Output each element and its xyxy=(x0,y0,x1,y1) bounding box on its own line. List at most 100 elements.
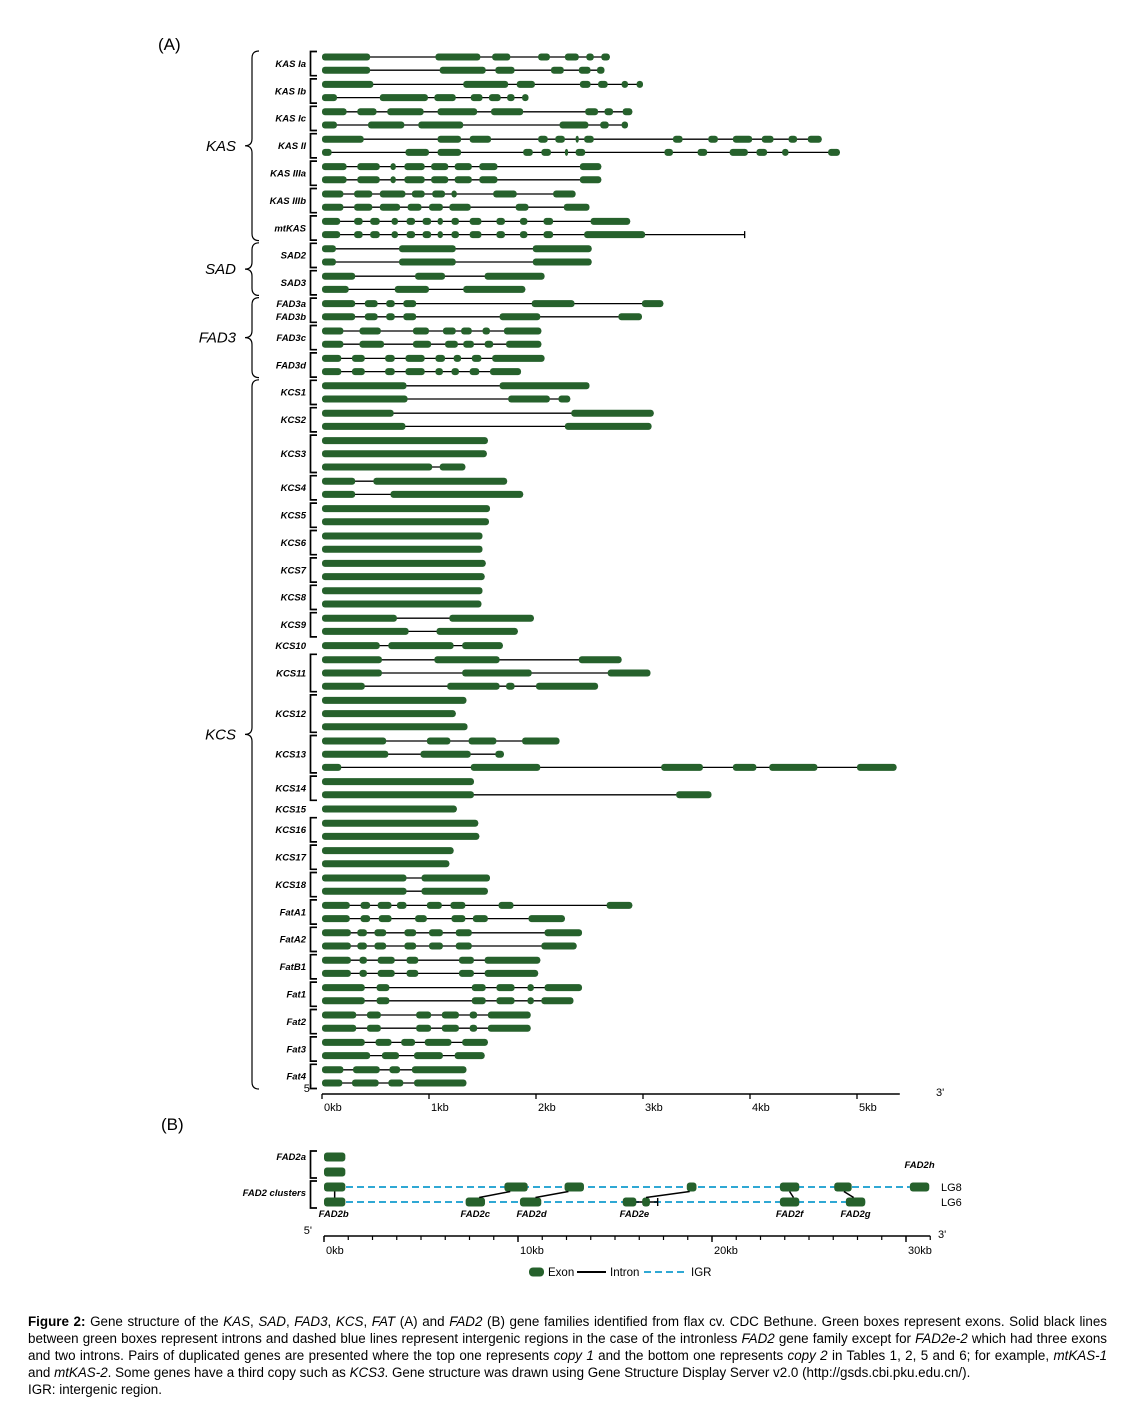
caption-segment: FAD2e-2 xyxy=(915,1331,968,1347)
caption-segment: , xyxy=(285,1314,295,1329)
gene-bracket xyxy=(309,269,317,296)
exon-box xyxy=(387,108,424,116)
family-brace xyxy=(244,297,260,379)
gene-bracket xyxy=(309,816,317,843)
gene-bracket xyxy=(309,926,317,953)
exon-box xyxy=(469,231,482,239)
gene-bracket xyxy=(309,953,317,980)
gene-structure-figure: (A) KAS KAS Ia KAS Ib KAS Ic KAS II KAS IIIa KA… xyxy=(158,35,962,1279)
exon-box xyxy=(471,997,486,1005)
exon-box xyxy=(322,53,371,61)
exon-box xyxy=(322,1038,365,1046)
caption-segment: Gene structure of the xyxy=(85,1314,224,1329)
exon-box xyxy=(376,997,390,1005)
exon-box xyxy=(564,148,569,156)
exon-box xyxy=(386,313,395,321)
exon-box xyxy=(406,969,419,977)
exon-box xyxy=(708,135,718,143)
exon-box xyxy=(399,245,456,253)
exon-box xyxy=(543,231,554,239)
caption-segment: , xyxy=(327,1314,336,1329)
exon-box xyxy=(575,135,579,143)
duplication-connector xyxy=(479,1190,511,1199)
exon-box xyxy=(596,66,605,74)
exon-box xyxy=(435,53,481,61)
gene-bracket xyxy=(309,653,317,693)
gene-bracket xyxy=(309,611,317,638)
exon-box xyxy=(458,956,474,964)
exon-box xyxy=(491,108,524,116)
exon-box xyxy=(579,176,602,184)
exon-box xyxy=(322,669,382,677)
exon-box xyxy=(641,300,664,308)
exon-box xyxy=(488,94,501,102)
legend-igr-label: IGR xyxy=(691,1267,711,1279)
exon-box xyxy=(636,80,643,88)
exon-box xyxy=(506,340,542,348)
exon-box xyxy=(322,750,389,758)
exon-box xyxy=(492,354,545,362)
gene-bracket xyxy=(309,899,317,925)
exon-box xyxy=(493,190,517,198)
exon-box xyxy=(564,53,579,61)
exon-box xyxy=(391,217,398,225)
exon-box xyxy=(544,984,583,992)
exon-box xyxy=(322,94,337,102)
exon-box xyxy=(676,791,712,799)
exon-box xyxy=(788,135,798,143)
gene-label: SAD2 xyxy=(281,251,307,262)
exon-box xyxy=(601,53,610,61)
fad2-exon-box xyxy=(564,1182,584,1192)
exon-box xyxy=(351,1079,379,1087)
caption-segment: , xyxy=(363,1314,372,1329)
exon-box xyxy=(389,1066,401,1074)
exon-box xyxy=(404,929,417,937)
exon-box xyxy=(375,1038,392,1046)
exon-box xyxy=(426,737,451,745)
exon-box xyxy=(322,1052,371,1060)
gene-label: Fat3 xyxy=(286,1044,306,1055)
exon-box xyxy=(463,340,474,348)
family-brace xyxy=(244,242,260,296)
family-brace xyxy=(244,379,260,1090)
exon-box xyxy=(322,395,408,403)
exon-box xyxy=(451,190,457,198)
axis-b-tick-label: 30kb xyxy=(908,1245,932,1257)
exon-box xyxy=(579,163,602,171)
exon-box xyxy=(359,956,367,964)
fad2-exon-box xyxy=(834,1182,852,1192)
axis-a-tick-label: 3kb xyxy=(645,1102,663,1114)
exon-box xyxy=(697,148,708,156)
gene-label: KCS2 xyxy=(281,415,307,426)
gene-bracket xyxy=(309,324,317,351)
exon-box xyxy=(421,874,490,882)
exon-box xyxy=(732,763,757,771)
caption-segment: copy 1 xyxy=(553,1348,594,1364)
gene-label: FAD3d xyxy=(276,360,306,371)
exon-box xyxy=(544,929,583,937)
caption-segment: . Some genes have a third copy such as xyxy=(107,1365,350,1381)
exon-box xyxy=(575,148,586,156)
gene-label: KCS7 xyxy=(281,565,307,576)
fad2-exon-box xyxy=(845,1197,866,1207)
exon-box xyxy=(455,929,472,937)
exon-box xyxy=(406,231,416,239)
exon-box xyxy=(322,203,344,211)
fad2h-label: FAD2h xyxy=(905,1160,935,1171)
exon-box xyxy=(379,190,406,198)
exon-box xyxy=(353,1066,380,1074)
gene-bracket xyxy=(309,871,317,898)
exon-box xyxy=(411,190,425,198)
exon-box xyxy=(322,656,382,664)
exon-box xyxy=(732,135,753,143)
exon-box xyxy=(322,148,332,156)
exon-box xyxy=(479,176,498,184)
exon-box xyxy=(451,368,459,376)
exon-box xyxy=(528,915,565,923)
family-label: KCS xyxy=(205,726,236,743)
panel-b-letter: (B) xyxy=(161,1115,184,1134)
exon-box xyxy=(322,1011,357,1019)
exon-box xyxy=(598,80,608,88)
exon-box xyxy=(351,368,365,376)
exon-box xyxy=(442,327,456,335)
